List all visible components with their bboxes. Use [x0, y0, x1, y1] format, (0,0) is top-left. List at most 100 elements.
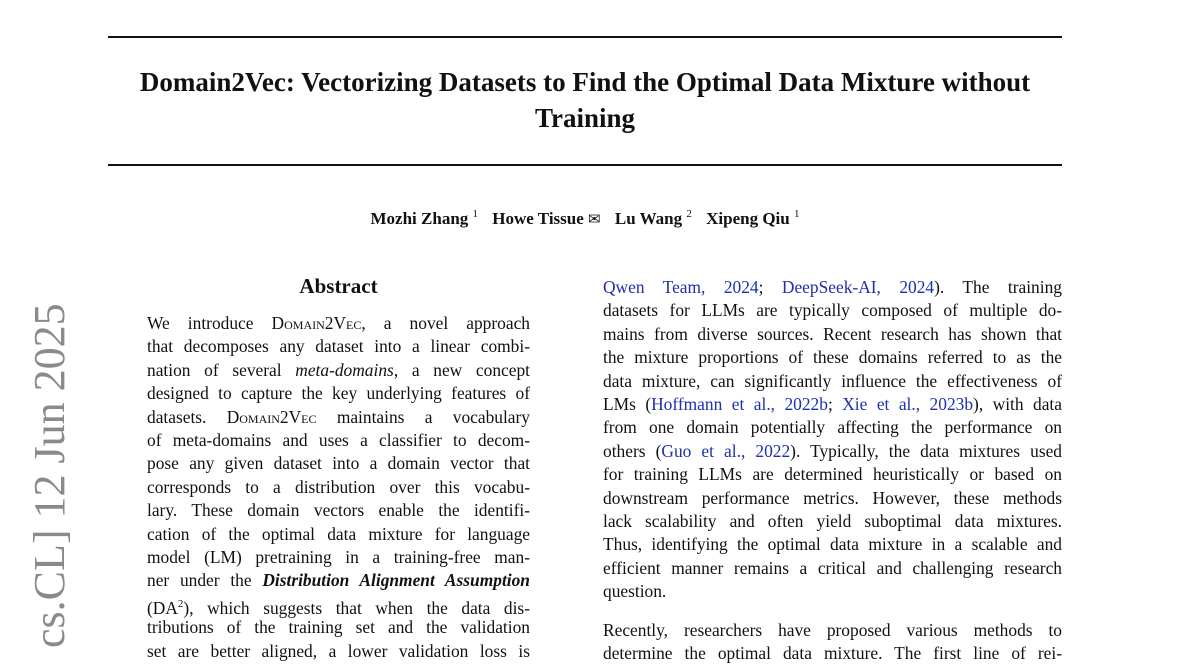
text-span: meta-domains: [295, 360, 394, 380]
text-span: for training LLMs are determined heurist…: [603, 464, 1062, 484]
author: Mozhi Zhang 1: [370, 208, 479, 228]
text-span: determine the optimal data mixture. The …: [603, 643, 1062, 663]
citation-link[interactable]: Hoffmann et al., 2022b: [651, 394, 828, 414]
text-span: lary. These domain vectors enable the id…: [147, 500, 530, 520]
citation-link[interactable]: Qwen Team, 2024: [603, 277, 759, 297]
text-span: ;: [758, 277, 782, 297]
text-span: of meta-domains and uses a classifier to…: [147, 430, 530, 450]
text-span: mains from diverse sources. Recent resea…: [603, 324, 1062, 344]
text-line: lack scalability and often yield subopti…: [603, 510, 1062, 533]
text-span: datasets.: [147, 407, 227, 427]
text-span: Domain2Vec: [226, 407, 317, 427]
text-line: others (Guo et al., 2022). Typically, th…: [603, 440, 1062, 463]
envelope-icon: ✉: [588, 212, 601, 228]
abstract-heading: Abstract: [299, 274, 378, 298]
text-span: Domain2Vec: [271, 313, 362, 333]
text-span: corresponds to a distribution over this …: [147, 477, 530, 497]
text-span: Distribution Alignment Assumption: [262, 570, 530, 590]
citation-link[interactable]: Guo et al., 2022: [661, 441, 791, 461]
text-span: tributions of the training set and the v…: [147, 617, 530, 637]
title-line: Domain2Vec: Vectorizing Datasets to Find…: [139, 67, 1031, 97]
text-span: Recently, researchers have proposed vari…: [603, 620, 1062, 640]
text-span: ;: [827, 394, 843, 414]
text-line: pose any given dataset into a domain vec…: [147, 452, 530, 475]
text-line: efficient manner remains a critical and …: [603, 557, 1062, 580]
text-span: downstream performance metrics. However,…: [603, 488, 1062, 508]
text-span: model (LM) pretraining in a training-fre…: [147, 547, 530, 567]
author: Lu Wang 2: [614, 208, 692, 228]
citation-link[interactable]: DeepSeek-AI, 2024: [781, 277, 935, 297]
author-list: Mozhi Zhang 1 Howe Tissue ✉ Lu Wang 2 Xi…: [0, 208, 1170, 229]
text-span: , a new concept: [393, 360, 530, 380]
text-line: ner under the Distribution Alignment Ass…: [147, 569, 530, 592]
text-span: pose any given dataset into a domain vec…: [147, 453, 530, 473]
text-line: Thus, identifying the optimal data mixtu…: [603, 533, 1062, 556]
author-name: Mozhi Zhang: [370, 209, 469, 228]
text-line: datasets. Domain2Vec maintains a vocabul…: [147, 406, 530, 429]
text-line: cation of the optimal data mixture for l…: [147, 523, 530, 546]
text-line: datasets for LLMs are typically composed…: [603, 299, 1062, 322]
text-line: the mixture proportions of these domains…: [603, 346, 1062, 369]
author-name: Xipeng Qiu: [706, 209, 790, 228]
text-span: We introduce: [147, 313, 272, 333]
text-line: LMs (Hoffmann et al., 2022b; Xie et al.,…: [603, 393, 1062, 416]
text-span: (DA: [147, 598, 178, 618]
text-span: ner under the: [147, 570, 263, 590]
text-line: from one domain potentially affecting th…: [603, 416, 1062, 439]
text-span: maintains a vocabulary: [316, 407, 530, 427]
text-line: model (LM) pretraining in a training-fre…: [147, 546, 530, 569]
affiliation-mark: 1: [472, 208, 479, 220]
author: Howe Tissue ✉: [492, 209, 600, 228]
author: Xipeng Qiu 1: [706, 208, 800, 228]
text-line: for training LLMs are determined heurist…: [603, 463, 1062, 486]
text-span: nation of several: [147, 360, 296, 380]
text-line: question.: [603, 580, 1062, 603]
title-bottom-rule: [108, 164, 1062, 166]
text-line: designed to capture the key underlying f…: [147, 382, 530, 405]
text-span: that decomposes any dataset into a linea…: [147, 336, 530, 356]
text-line: data mixture, can significantly influenc…: [603, 370, 1062, 393]
text-span: datasets for LLMs are typically composed…: [603, 300, 1062, 320]
text-span: question.: [603, 581, 667, 601]
paper-title: Domain2Vec: Vectorizing Datasets to Find…: [100, 64, 1070, 136]
text-span: ). Typically, the data mixtures used: [790, 441, 1063, 461]
text-span: designed to capture the key underlying f…: [147, 383, 530, 403]
text-span: others (: [603, 441, 662, 461]
text-span: lack scalability and often yield subopti…: [603, 511, 1062, 531]
text-span: from one domain potentially affecting th…: [603, 417, 1062, 437]
text-line: Recently, researchers have proposed vari…: [603, 619, 1062, 642]
citation-link[interactable]: Xie et al., 2023b: [842, 394, 974, 414]
author-name: Howe Tissue: [492, 209, 584, 228]
text-span: cation of the optimal data mixture for l…: [147, 524, 530, 544]
text-line: lary. These domain vectors enable the id…: [147, 499, 530, 522]
text-line: downstream performance metrics. However,…: [603, 487, 1062, 510]
text-span: ), which suggests that when the data dis…: [183, 598, 530, 618]
text-line: We introduce Domain2Vec, a novel approac…: [147, 312, 530, 335]
text-line: tributions of the training set and the v…: [147, 616, 530, 639]
text-span: Thus, identifying the optimal data mixtu…: [603, 534, 1062, 554]
text-line: mains from diverse sources. Recent resea…: [603, 323, 1062, 346]
text-span: ), with data: [973, 394, 1062, 414]
text-span: LMs (: [603, 394, 652, 414]
text-span: set are better aligned, a lower validati…: [147, 641, 530, 661]
affiliation-mark: 2: [686, 208, 692, 220]
text-line: determine the optimal data mixture. The …: [603, 642, 1062, 665]
text-span: efficient manner remains a critical and …: [603, 558, 1062, 578]
author-name: Lu Wang: [614, 209, 683, 228]
text-span: data mixture, can significantly influenc…: [603, 371, 1062, 391]
text-line: nation of several meta-domains, a new co…: [147, 359, 530, 382]
top-rule: [108, 36, 1062, 38]
title-line: Training: [534, 103, 636, 133]
text-line: Qwen Team, 2024; DeepSeek-AI, 2024). The…: [603, 276, 1062, 299]
text-span: ). The training: [934, 277, 1062, 297]
text-span: 2: [177, 598, 184, 610]
text-line: corresponds to a distribution over this …: [147, 476, 530, 499]
text-line: of meta-domains and uses a classifier to…: [147, 429, 530, 452]
text-line: that decomposes any dataset into a linea…: [147, 335, 530, 358]
arxiv-stamp: cs.CL] 12 Jun 2025: [25, 303, 74, 648]
text-span: , a novel approach: [361, 313, 530, 333]
text-line: (DA2), which suggests that when the data…: [147, 593, 530, 618]
text-span: the mixture proportions of these domains…: [603, 347, 1062, 367]
affiliation-mark: 1: [793, 208, 800, 220]
text-line: set are better aligned, a lower validati…: [147, 640, 530, 663]
